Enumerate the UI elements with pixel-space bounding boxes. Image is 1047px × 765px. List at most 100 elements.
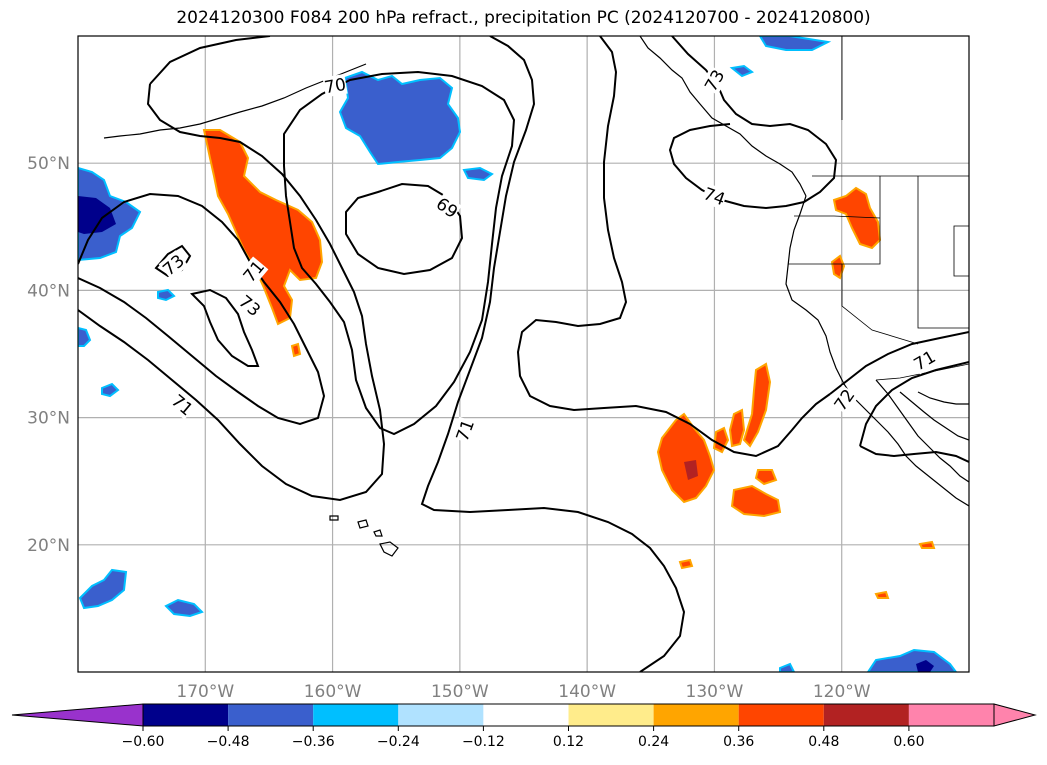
colorbar-swatch-3 [313,704,399,726]
negative-area-top-right [758,36,832,51]
positive-area-small-1 [678,558,694,570]
contour-label-bg-9 [238,256,269,287]
negative-area-small-2 [101,382,120,398]
colorbar-swatch-2 [228,704,314,726]
island-hawaii-4 [373,529,383,537]
colorbar: −0.60 −0.48 −0.36 −0.24 −0.12 0.12 0.24 0.36 0.4… [11,703,1037,750]
contour-label-bg-2 [234,290,265,321]
colorbar-swatch-9 [823,704,909,726]
contour-label-3: 73 [159,251,188,280]
positive-anomaly-areas [202,129,936,599]
colorbar-swatch-7 [653,704,739,726]
contour-label-6: 74 [700,184,727,210]
contour-label-bg-8 [909,346,939,375]
colorbar-label-8: 0.48 [808,734,839,750]
coastline-baja-east [899,391,969,441]
political-borders [788,36,969,381]
negative-area-small-7 [779,662,796,672]
coastline-alaska [639,36,807,197]
positive-area-streak-1 [742,362,772,448]
positive-area-mid-pacific-cluster [656,412,716,504]
positive-area-small-3 [874,590,890,599]
contour-71-center [420,36,686,672]
contour-label-5: 71 [453,417,479,444]
latitude-labels: 20°N 30°N 40°N 50°N [27,154,70,556]
contour-label-bg-3 [158,250,189,280]
contour-label-bg-1 [432,193,462,223]
positive-area-northwest-band [202,129,324,326]
contour-73-alaska [668,36,838,210]
colorbar-label-9: 0.60 [893,734,924,750]
contour-73-inner [190,288,260,367]
lat-label-0: 20°N [27,536,70,556]
coastline-aleutians [103,63,367,139]
colorbar-swatch-4 [398,704,484,726]
colorbar-label-4: −0.12 [462,734,505,750]
contour-label-bg-4 [167,390,198,420]
positive-area-streak-2 [728,408,746,448]
positive-area-southern-blob [730,484,782,518]
negative-area-small-4 [462,166,494,182]
contour-69 [345,182,464,276]
positive-area-small-east [754,469,778,486]
coastlines [103,36,969,557]
contour-71-main [149,36,831,458]
colorbar-label-3: −0.24 [377,734,420,750]
negative-area-bottom-right [866,648,958,672]
contour-label-bg-0 [322,73,348,98]
positive-area-small-4 [290,342,302,358]
negative-area-small-6 [729,64,755,78]
strong-negative-area-bottom-right [916,660,934,672]
positive-area-small-2 [918,540,936,549]
border-states-3 [841,264,919,345]
colorbar-swatch-5 [483,704,569,726]
lat-label-1: 30°N [27,409,70,429]
contour-label-bg-6 [700,183,729,210]
gridlines [78,36,969,672]
contour-label-0: 70 [323,75,348,98]
contour-70 [283,70,516,436]
negative-area-small-1 [164,598,204,618]
contour-label-bg-10 [700,65,729,96]
colorbar-label-6: 0.24 [638,734,669,750]
lon-label-2: 150°W [431,682,489,702]
border-states-1 [794,215,881,219]
border-states-2 [788,176,881,265]
border-states-4 [917,176,969,329]
colorbar-label-1: −0.48 [207,734,250,750]
contour-73-left [78,192,326,426]
longitude-labels: 170°W 160°W 150°W 140°W 130°W 120°W [176,682,870,702]
colorbar-swatch-6 [568,704,654,726]
colorbar-label-2: −0.36 [292,734,335,750]
negative-area-hawaii-west [78,568,128,610]
negative-area-small-5 [78,326,92,347]
contour-71-right [829,331,969,395]
map-frame [77,35,970,673]
negative-area-small-3 [157,288,176,302]
lon-label-4: 130°W [686,682,744,702]
colorbar-swatch-1 [143,704,229,726]
colorbar-label-7: 0.36 [723,734,754,750]
contour-label-1: 69 [432,194,461,223]
island-hawaii-2 [357,519,369,529]
map-title: 2024120300 F084 200 hPa refract., precip… [176,8,871,28]
coastline-mexico [917,391,969,405]
lat-label-2: 40°N [27,281,70,301]
negative-area-gulf-of-alaska [338,70,462,166]
border-states-5 [953,225,969,277]
lon-label-0: 170°W [176,682,234,702]
border-us-mexico [875,363,969,381]
island-hawaii-3 [329,515,339,521]
colorbar-swatch-8 [738,704,824,726]
contour-label-bg-5 [451,416,479,445]
contour-label-10: 73 [701,67,729,96]
strong-positive-area-mid-pacific [684,460,698,480]
colorbar-extend-high [993,703,1037,727]
contour-73-small [154,244,192,278]
colorbar-label-5: 0.12 [553,734,584,750]
lat-label-3: 50°N [27,154,70,174]
lon-label-3: 140°W [558,682,616,702]
colorbar-swatch-10 [908,704,994,726]
